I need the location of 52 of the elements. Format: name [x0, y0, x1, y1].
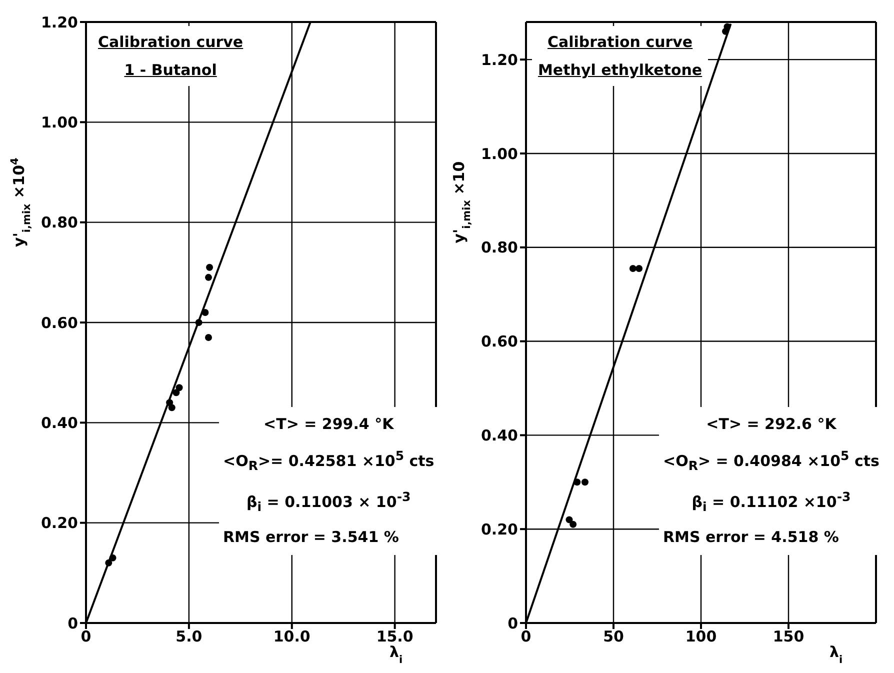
- y-tick-label: 0.20: [40, 514, 78, 532]
- point: [581, 478, 588, 486]
- annotation: β$_{i}$ = 0.11102 ×10$^{-3}$: [690, 488, 852, 516]
- x-tick-label: 150: [772, 628, 804, 646]
- point: [202, 308, 209, 316]
- y-tick-label: 0: [508, 614, 518, 632]
- y-tick-label: 1.20: [480, 50, 518, 69]
- point: [570, 520, 577, 528]
- point: [105, 559, 112, 566]
- x-tick-label: 50: [603, 628, 624, 646]
- point: [566, 516, 573, 524]
- y-tick-label: 1.20: [40, 13, 78, 32]
- annotation: <T> = 299.4 °K: [262, 414, 395, 435]
- point: [205, 334, 212, 342]
- x-tick-label: 5.0: [176, 628, 202, 646]
- annotation: RMS error = 3.541 %: [223, 526, 400, 548]
- annotation: RMS error = 4.518 %: [663, 526, 840, 548]
- point: [109, 554, 116, 562]
- y-tick-label: 0.60: [480, 332, 518, 351]
- y-tick-label: 0.20: [480, 520, 518, 538]
- annotation: <O$_{R}$> = 0.40984 ×10$^{5}$ cts: [663, 446, 880, 475]
- point: [172, 389, 180, 396]
- y-tick-label: 0.40: [480, 426, 518, 445]
- x-axis-title: λ$_{i}$: [389, 643, 403, 666]
- x-axis-title: λ$_{i}$: [829, 643, 843, 666]
- point: [168, 404, 176, 412]
- x-tick-label: 100: [685, 628, 717, 646]
- point: [205, 274, 212, 281]
- annotation: Calibration curve: [98, 32, 244, 53]
- point: [629, 265, 636, 272]
- point: [206, 264, 214, 271]
- y-tick-label: 1.00: [480, 144, 518, 163]
- x-tick-label: 10.0: [273, 628, 310, 646]
- annotation: β$_{i}$ = 0.11003 × 10$^{-3}$: [246, 488, 412, 516]
- annotation: <T> = 292.6 °K: [705, 414, 838, 435]
- y-tick-label: 0.60: [40, 314, 78, 332]
- annotation: Methyl ethylketone: [538, 60, 702, 81]
- point: [574, 478, 581, 486]
- point: [636, 265, 643, 272]
- annotation: Calibration curve: [546, 32, 694, 53]
- annotation: 1 - Butanol: [123, 60, 218, 81]
- point: [176, 384, 183, 392]
- y-tick-label: 1.00: [40, 113, 78, 132]
- x-tick-label: 0: [80, 628, 92, 646]
- y-tick-label: 0.80: [40, 214, 78, 232]
- y-tick-label: 0: [68, 614, 78, 632]
- y-tick-label: 0.40: [40, 414, 78, 432]
- annotation: <O$_{R}$>= 0.42581 ×10$^{5}$ cts: [223, 446, 434, 475]
- point: [195, 319, 202, 326]
- x-tick-label: 0: [520, 628, 532, 646]
- x-tick-label: 15.0: [376, 628, 414, 646]
- y-tick-label: 0.80: [480, 238, 518, 257]
